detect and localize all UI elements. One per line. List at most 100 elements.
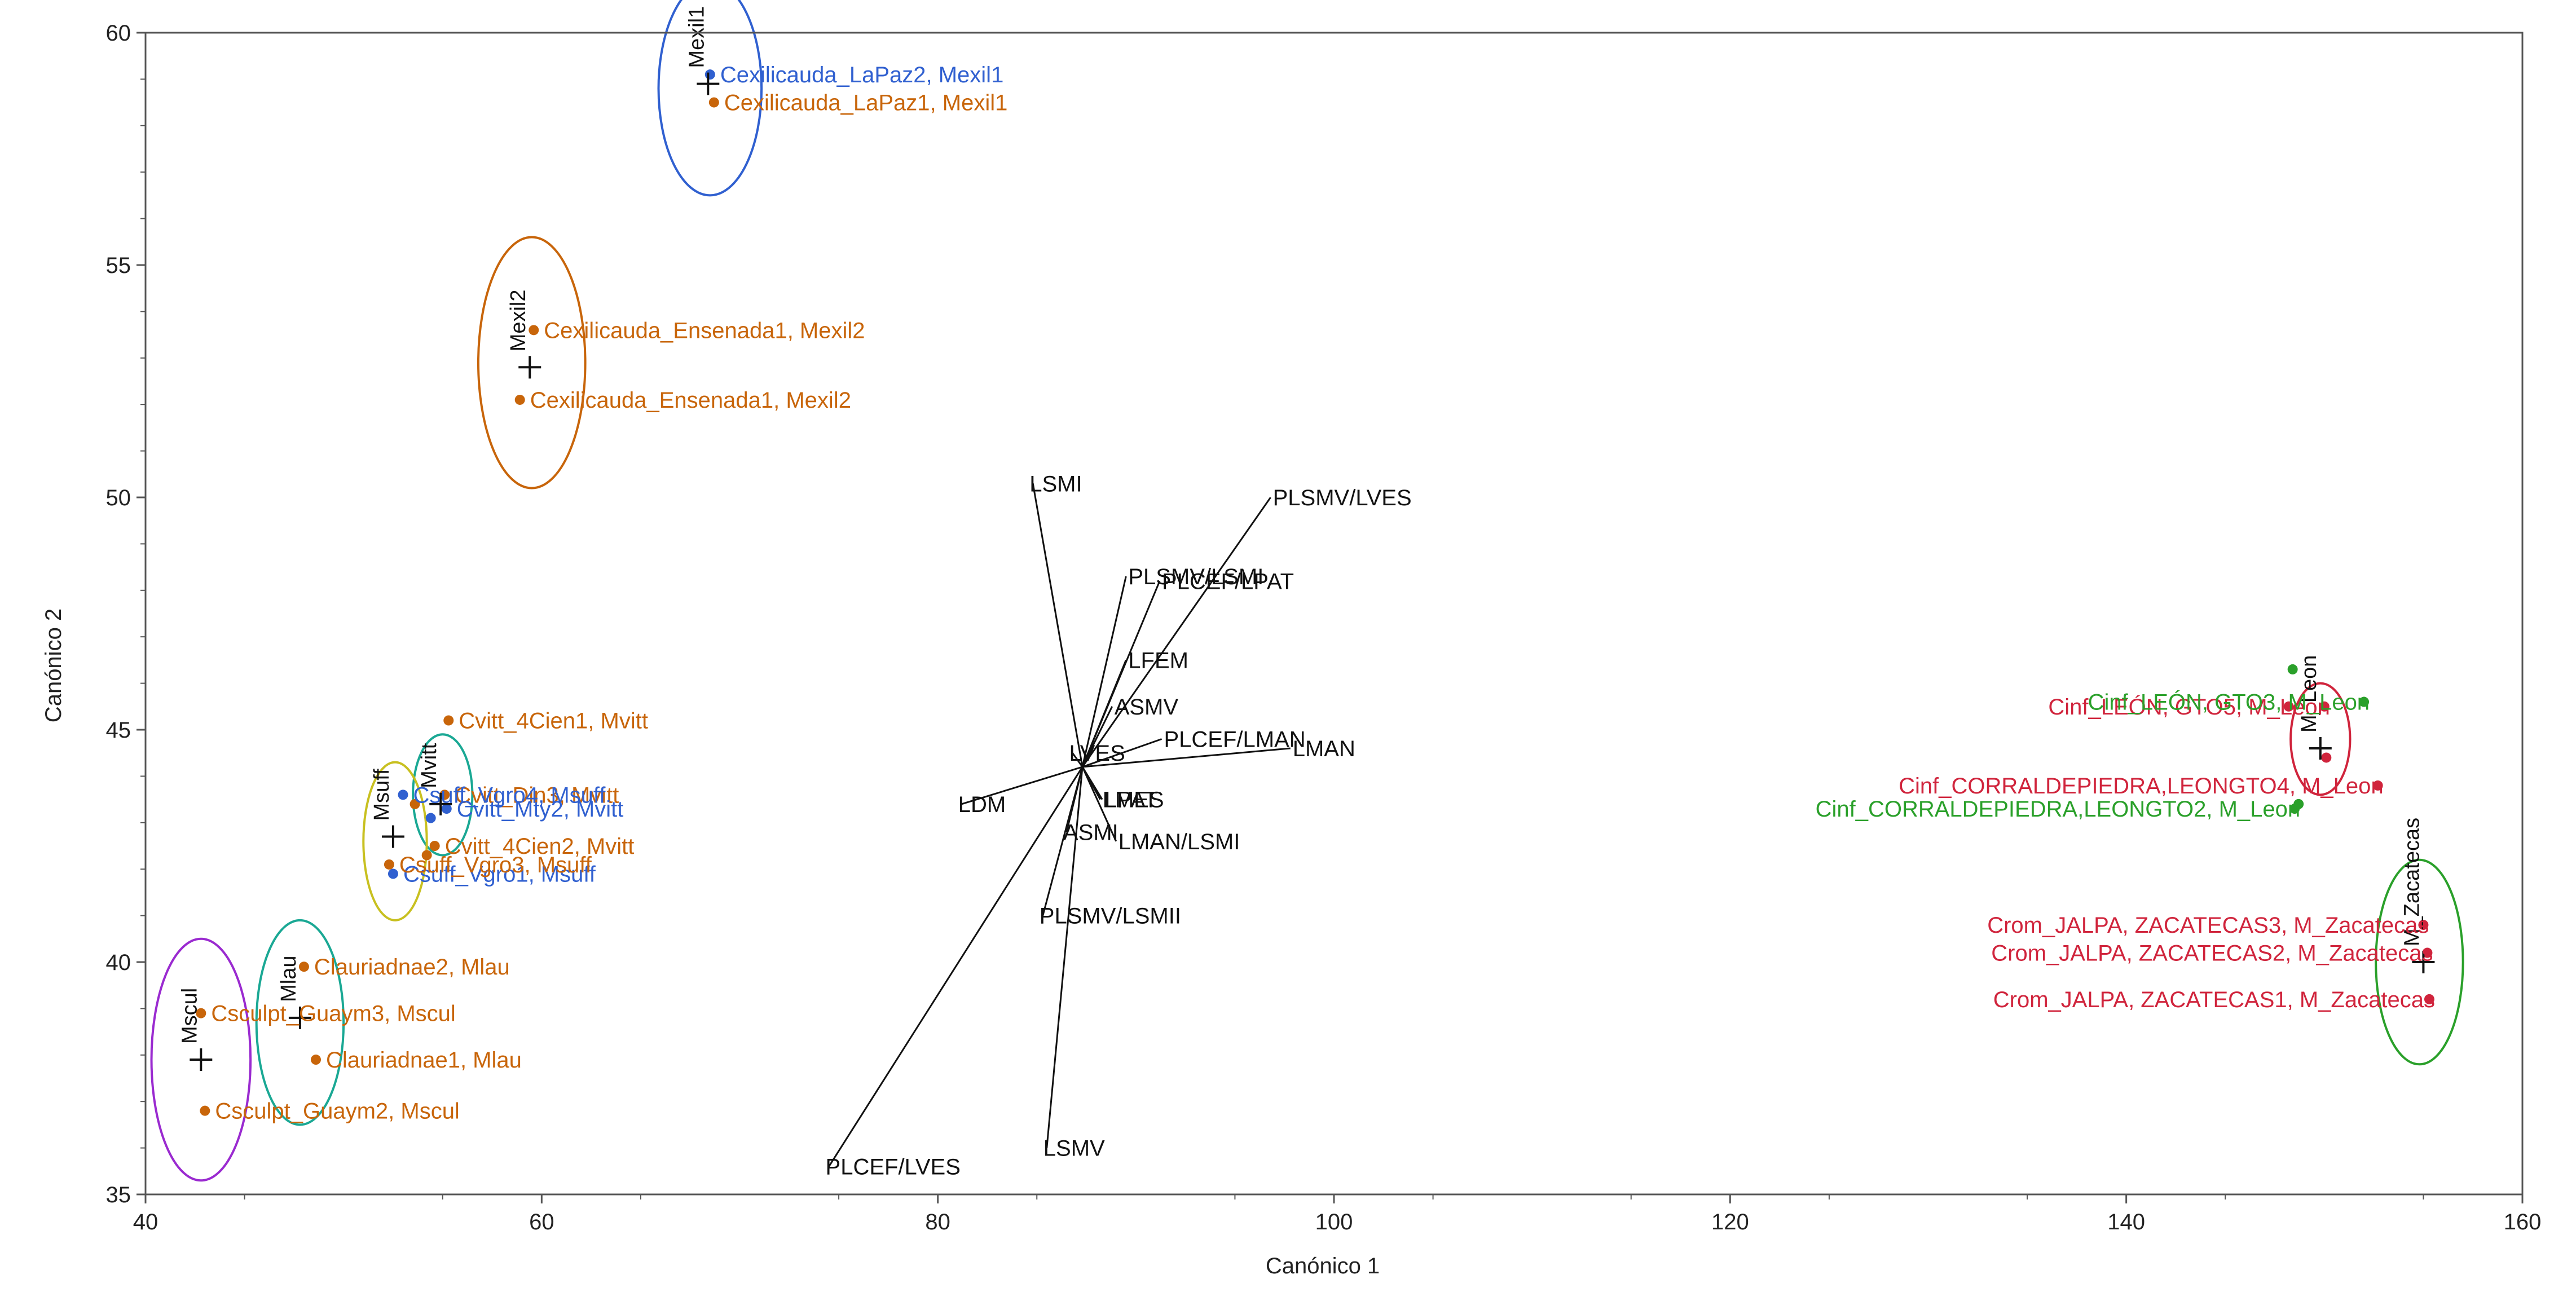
- point-label: Crom_JALPA, ZACATECAS3, M_Zacatecas: [1987, 913, 2429, 938]
- biplot-ray: [1042, 766, 1084, 916]
- y-tick-label: 35: [106, 1183, 131, 1207]
- biplot-ray-label: PLSMV/LVES: [1273, 486, 1412, 510]
- point-label: Csuff_Vgro4, Msuff: [413, 783, 606, 808]
- data-point: [311, 1055, 322, 1065]
- biplot-ray-label: LVES: [1069, 741, 1125, 766]
- data-point: [2287, 664, 2298, 674]
- data-point: [398, 790, 408, 800]
- data-point: [704, 69, 715, 80]
- data-point: [429, 841, 440, 851]
- biplot-ray-label: LMAN: [1293, 737, 1355, 761]
- y-tick-label: 50: [106, 486, 131, 510]
- point-label: Csuff_Vgro1, Msuff: [403, 862, 596, 887]
- x-tick-label: 60: [529, 1210, 554, 1234]
- biplot-ray-label: LSMV: [1043, 1136, 1105, 1161]
- x-tick-label: 40: [133, 1210, 158, 1234]
- data-point: [409, 799, 420, 809]
- point-label: Csculpt_Guaym2, Mscul: [215, 1099, 459, 1124]
- confidence-ellipse-msuff: [362, 761, 428, 921]
- x-tick-label: 100: [1315, 1210, 1353, 1234]
- point-label: Cexilicauda_Ensenada1, Mexil2: [530, 388, 851, 413]
- data-point: [2424, 994, 2434, 1004]
- biplot-ray: [1032, 483, 1084, 768]
- biplot-ray: [1081, 497, 1271, 768]
- confidence-ellipse-m-zacatecas: [2375, 858, 2464, 1066]
- y-tick-label: 55: [106, 253, 131, 278]
- confidence-ellipse-m-leon: [2289, 682, 2352, 796]
- centroid-label: Mlau: [277, 956, 301, 1002]
- data-point: [529, 325, 539, 336]
- y-tick-label: 40: [106, 950, 131, 975]
- biplot-ray-label: LMES: [1103, 788, 1164, 813]
- point-label: Cinf_LEÓN, GTO3, M_Leon: [2088, 690, 2370, 715]
- data-point: [2293, 799, 2304, 809]
- point-label: Cinf_LEÓN, GTO5, M_Leon: [2048, 694, 2330, 720]
- confidence-ellipse-mscul: [150, 937, 252, 1182]
- biplot-ray: [961, 766, 1083, 805]
- data-point: [2321, 752, 2332, 763]
- point-label: Crom_JALPA, ZACATECAS1, M_Zacatecas: [1993, 987, 2435, 1012]
- point-label: Clauriadnae1, Mlau: [326, 1048, 522, 1073]
- data-point: [441, 804, 452, 814]
- data-point: [298, 962, 309, 972]
- x-axis-title: Canónico 1: [1266, 1254, 1380, 1278]
- point-label: Cvitt_4Cien2, Mvitt: [445, 834, 635, 859]
- data-point: [2418, 920, 2429, 930]
- point-label: Cvitt_Din3, Mvitt: [455, 783, 619, 808]
- biplot-ray-label: PLCEF/LMAN: [1164, 727, 1305, 752]
- point-label: Clauriadnae2, Mlau: [314, 955, 510, 980]
- biplot-ray-label: LMAN/LSMI: [1119, 830, 1240, 854]
- biplot-ray: [1082, 738, 1162, 768]
- biplot-ray-label: ASMV: [1115, 695, 1179, 720]
- point-label: Csculpt_Guaym3, Mscul: [211, 1002, 455, 1026]
- data-point: [421, 850, 432, 861]
- y-tick-label: 45: [106, 718, 131, 743]
- x-tick-label: 140: [2107, 1210, 2145, 1234]
- data-point: [514, 394, 525, 405]
- biplot-ray: [1072, 752, 1084, 768]
- data-point: [2372, 780, 2383, 791]
- data-point: [2359, 696, 2370, 707]
- biplot-ray: [1081, 576, 1127, 768]
- x-tick-label: 120: [1711, 1210, 1749, 1234]
- data-point: [200, 1105, 210, 1116]
- biplot-ray-label: LFEM: [1128, 648, 1188, 673]
- point-label: Crom_JALPA, ZACATECAS2, M_Zacatecas: [1991, 941, 2433, 966]
- data-point: [2283, 701, 2294, 712]
- centroid-label: Mvitt: [417, 743, 441, 788]
- centroid-label: M_Zacatecas: [2400, 818, 2424, 946]
- point-label: Cexilicauda_LaPaz2, Mexil1: [720, 63, 1004, 87]
- biplot-ray: [828, 766, 1084, 1167]
- biplot-ray-label: LSMI: [1029, 471, 1082, 496]
- biplot-ray-label: LDM: [958, 792, 1006, 817]
- point-label: Cinf_CORRALDEPIEDRA,LEONGTO4, M_Leon: [1899, 774, 2384, 799]
- point-label: Cexilicauda_LaPaz1, Mexil1: [724, 91, 1008, 116]
- y-axis-title: Canónico 2: [41, 608, 66, 722]
- confidence-ellipse-mlau: [255, 919, 345, 1126]
- data-point: [439, 790, 450, 800]
- data-point: [387, 868, 398, 879]
- point-label: Csuff_Vgro3, Msuff: [399, 853, 592, 877]
- x-tick-label: 160: [2504, 1210, 2542, 1234]
- biplot-ray: [1082, 747, 1291, 768]
- biplot-ray-label: LPAT: [1104, 788, 1157, 813]
- confidence-ellipse-mexil2: [477, 236, 587, 489]
- biplot-ray: [1081, 659, 1127, 768]
- point-label: Cexilicauda_Ensenada1, Mexil2: [544, 318, 865, 343]
- data-point: [708, 97, 719, 108]
- centroid-label: Mexil2: [507, 289, 530, 351]
- biplot-ray-label: ASMI: [1063, 820, 1119, 845]
- data-point: [196, 1008, 206, 1018]
- biplot-ray: [1046, 766, 1084, 1148]
- data-point: [2422, 947, 2433, 958]
- confidence-ellipse-mexil1: [657, 0, 763, 197]
- data-point: [2319, 701, 2330, 712]
- biplot-ray: [1081, 766, 1117, 842]
- data-point: [384, 859, 394, 870]
- data-point: [425, 813, 436, 823]
- centroid-label: Mexil1: [685, 6, 708, 68]
- confidence-ellipse-mvitt: [412, 733, 474, 857]
- centroid-label: Mscul: [178, 988, 201, 1044]
- centroid-label: Msuff: [370, 769, 394, 821]
